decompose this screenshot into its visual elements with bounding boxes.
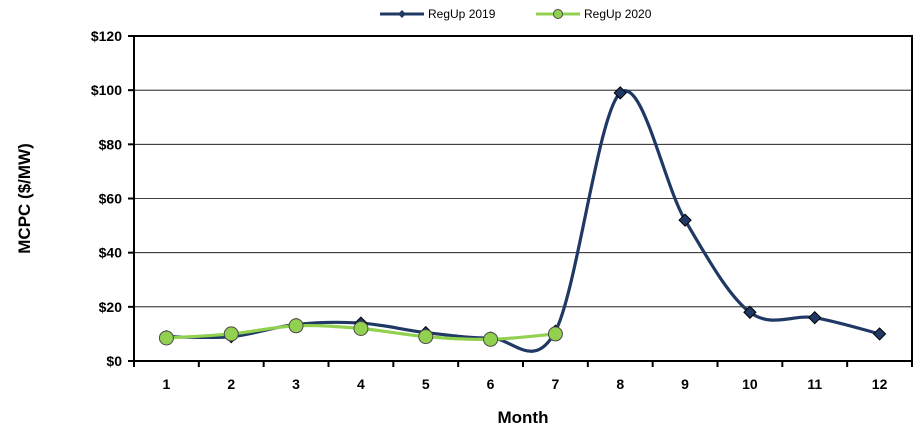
x-tick-label: 3 bbox=[292, 376, 300, 392]
legend: RegUp 2019 RegUp 2020 bbox=[380, 7, 652, 21]
x-axis: 1 2 3 4 5 6 7 8 9 10 11 12 bbox=[133, 361, 913, 392]
y-tick-label: $0 bbox=[106, 353, 122, 369]
x-tick-label: 12 bbox=[872, 376, 888, 392]
y-tick-label: $80 bbox=[99, 136, 123, 152]
series-line bbox=[164, 89, 882, 353]
x-tick-label: 4 bbox=[357, 376, 365, 392]
data-point bbox=[613, 86, 627, 100]
data-point bbox=[158, 330, 174, 346]
data-point bbox=[353, 321, 369, 336]
x-axis-title: Month bbox=[498, 408, 549, 427]
y-axis-title: MCPC ($/MW) bbox=[15, 143, 34, 253]
legend-item: RegUp 2020 bbox=[536, 7, 652, 21]
x-tick-label: 6 bbox=[487, 376, 495, 392]
series-2 bbox=[158, 318, 563, 347]
x-tick-label: 2 bbox=[227, 376, 235, 392]
data-point bbox=[483, 331, 499, 347]
series-layer bbox=[158, 86, 887, 353]
x-tick-label: 9 bbox=[681, 376, 689, 392]
y-tick-label: $20 bbox=[99, 299, 123, 315]
data-point bbox=[223, 326, 239, 342]
data-point bbox=[872, 327, 887, 341]
data-point bbox=[418, 329, 434, 345]
y-tick-label: $40 bbox=[99, 245, 123, 261]
legend-marker bbox=[553, 9, 563, 19]
y-tick-label: $60 bbox=[99, 191, 123, 207]
y-axis: $0 $20 $40 $60 $80 $100 $120 bbox=[91, 28, 134, 369]
data-point bbox=[678, 213, 692, 227]
legend-marker bbox=[398, 10, 406, 18]
data-point bbox=[288, 318, 304, 334]
legend-label: RegUp 2019 bbox=[428, 7, 496, 21]
gridlines bbox=[134, 89, 912, 308]
x-tick-label: 10 bbox=[742, 376, 758, 392]
x-tick-label: 5 bbox=[422, 376, 430, 392]
x-tick-label: 11 bbox=[807, 376, 822, 392]
y-tick-label: $100 bbox=[91, 82, 122, 98]
legend-item: RegUp 2019 bbox=[380, 7, 496, 21]
x-tick-label: 7 bbox=[552, 376, 560, 392]
x-tick-label: 8 bbox=[616, 376, 624, 392]
data-point bbox=[743, 305, 757, 319]
x-tick-label: 1 bbox=[163, 376, 171, 392]
legend-label: RegUp 2020 bbox=[584, 7, 652, 21]
data-point bbox=[547, 326, 563, 342]
y-tick-label: $120 bbox=[91, 28, 122, 44]
series-1 bbox=[159, 86, 887, 353]
data-point bbox=[808, 310, 822, 325]
